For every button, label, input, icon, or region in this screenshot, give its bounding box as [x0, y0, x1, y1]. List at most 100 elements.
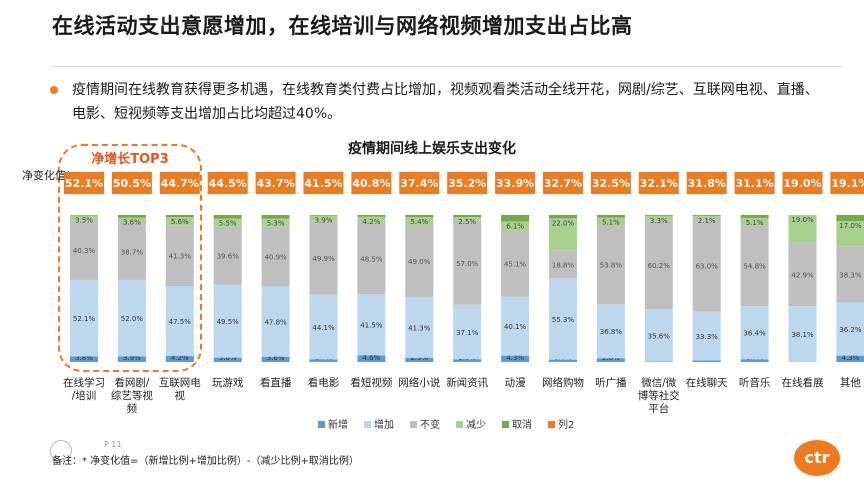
top3-label: 净增长TOP3 — [91, 152, 169, 167]
category-label: 在线看展 — [782, 376, 824, 389]
bar-segment — [117, 217, 146, 223]
legend-swatch — [410, 421, 417, 428]
bar-segment — [309, 215, 338, 216]
bar-data-label: 40.9% — [264, 253, 287, 261]
bar-segment — [788, 242, 817, 306]
category-label: 在线聊天 — [686, 376, 728, 389]
bar-data-label: 42.9% — [791, 271, 814, 279]
bar-data-label: 5.4% — [410, 218, 428, 226]
bar-segment — [501, 355, 530, 362]
bar-segment — [644, 220, 673, 310]
bar-segment — [596, 215, 625, 218]
bar-segment — [692, 311, 721, 361]
bar-data-label: 37.1% — [456, 329, 479, 337]
bar-data-label: 38.3% — [839, 271, 862, 279]
category-label: 频 — [127, 402, 138, 415]
bar-data-label: 5.6% — [171, 218, 189, 226]
bar-data-label: 5.3% — [267, 220, 285, 228]
bar-segment — [644, 309, 673, 362]
bar-segment — [596, 358, 625, 362]
bar-segment — [740, 215, 769, 218]
bullet-text: 疫情期间在线教育获得更多机遇，在线教育类付费占比增加，视频观看类活动全线开花，网… — [72, 82, 819, 122]
bar-segment — [740, 225, 769, 306]
title-divider — [52, 66, 842, 67]
bar-data-label: 41.3% — [169, 253, 192, 261]
bar-segment — [453, 217, 482, 221]
bar-data-label: 49.9% — [312, 255, 335, 263]
net-change-box — [303, 172, 344, 194]
category-label: 看网剧/ — [114, 376, 149, 389]
bar-segment — [501, 296, 530, 356]
stacked-bar-chart: 52.1% 3.8% 52.1% 40.3% 3.5% 在线学习/培训 50.5% 3.9% 5… — [63, 172, 864, 431]
net-change-box — [351, 172, 392, 194]
page-title: 在线活动支出意愿增加，在线培训与网络视频增加支出占比高 — [52, 14, 633, 38]
net-change-value: 44.7% — [161, 177, 199, 190]
bar-data-label: 41.3% — [408, 324, 431, 332]
bar-segment — [213, 357, 242, 362]
bar-data-label: 60.2% — [648, 262, 671, 270]
net-change-box — [782, 172, 823, 194]
bar-segment — [405, 215, 434, 218]
bar-data-label: 3.0% — [219, 354, 237, 362]
legend-swatch — [318, 421, 325, 428]
bar-segment — [117, 356, 146, 362]
net-change-box — [447, 172, 488, 194]
legend-label: 增加 — [374, 418, 394, 431]
bar-segment — [549, 218, 577, 251]
bar-data-label: 54.8% — [743, 263, 766, 271]
net-change-value: 37.4% — [400, 177, 438, 190]
bar-segment — [453, 220, 482, 305]
bar-data-label: 2.9% — [410, 354, 428, 362]
bar-data-label: 3.9% — [123, 354, 141, 362]
bar-data-label: 22.0% — [552, 219, 575, 227]
bar-segment — [692, 218, 721, 312]
bar-data-label: 4.3% — [842, 354, 860, 362]
legend-label: 减少 — [466, 419, 486, 431]
net-change-label: 净变化值* — [22, 168, 72, 183]
bar-segment — [117, 222, 146, 280]
net-change-box — [207, 172, 248, 194]
net-change-value: 33.9% — [496, 177, 534, 190]
category-label: 视 — [175, 389, 186, 402]
bar-data-label: 2.1% — [698, 217, 716, 225]
bar-data-label: 49.5% — [217, 318, 240, 326]
bar-segment — [117, 215, 146, 218]
bar-segment — [788, 305, 817, 362]
category-label: 网络购物 — [542, 376, 584, 389]
bar-data-label: 52.1% — [73, 315, 96, 323]
bar-segment — [261, 226, 290, 287]
net-change-value: 19.1% — [831, 177, 864, 190]
bar-data-label: 36.8% — [600, 328, 623, 336]
category-label: 看短视频 — [350, 376, 392, 389]
net-change-box — [686, 172, 727, 194]
bar-data-label: 5.1% — [602, 218, 620, 226]
bar-segment — [836, 355, 864, 362]
net-change-value: 41.5% — [304, 177, 342, 190]
category-label: 网络小说 — [398, 376, 440, 389]
bar-segment — [309, 294, 338, 360]
bar-segment — [836, 221, 864, 247]
bar-data-label: 40.3% — [73, 247, 96, 255]
net-change-box — [495, 172, 536, 194]
bar-data-label: 6.1% — [506, 222, 524, 230]
net-change-value: 32.1% — [640, 177, 678, 190]
legend-swatch — [456, 421, 463, 428]
chart-title: 疫情期间线上娱乐支出变化 — [348, 141, 516, 157]
legend-label: 列2 — [558, 418, 574, 431]
bar-segment — [596, 217, 625, 225]
bar-data-label: 57.0% — [456, 260, 479, 268]
bar-segment — [549, 278, 577, 360]
bar-segment — [644, 215, 673, 216]
bar-data-label: 45.1% — [504, 261, 527, 269]
category-label: 听广播 — [595, 376, 627, 389]
bar-data-label: 36.2% — [839, 326, 862, 334]
bar-data-label: 2.5% — [458, 218, 476, 226]
bar-segment — [501, 230, 530, 297]
bar-data-label: 52.0% — [121, 315, 144, 323]
net-change-box — [734, 172, 775, 194]
net-change-value: 31.8% — [688, 177, 726, 190]
category-label: 平台 — [648, 402, 669, 415]
bar-data-label: 4.2% — [171, 354, 189, 362]
net-change-box — [159, 172, 200, 194]
category-label: 听音乐 — [739, 376, 771, 389]
